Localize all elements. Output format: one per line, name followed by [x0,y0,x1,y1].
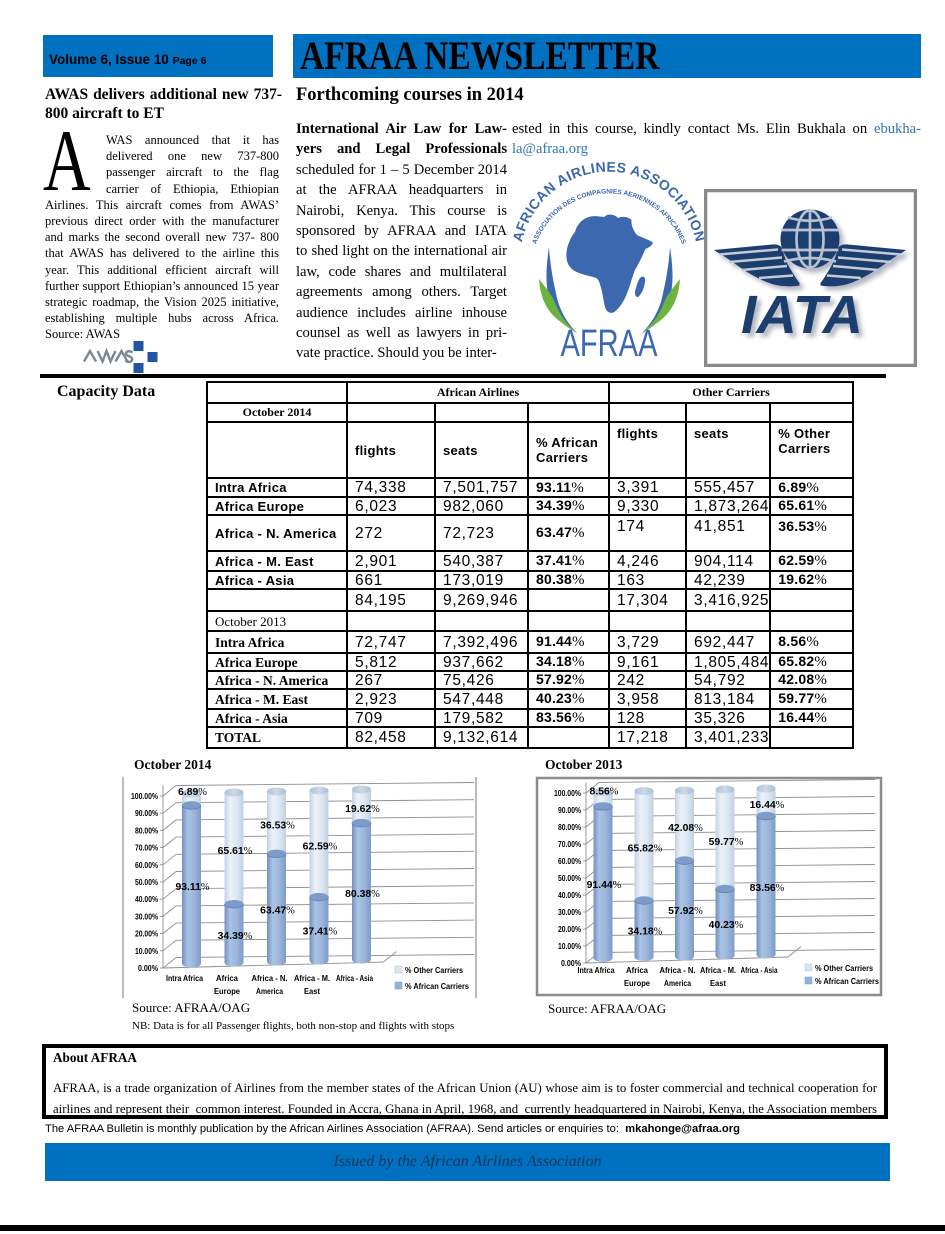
svg-text:Africa - Asia: Africa - Asia [336,973,373,983]
svg-text:50.00%: 50.00% [135,877,158,887]
svg-text:65.82%: 65.82% [628,843,663,854]
svg-text:October 2013: October 2013 [545,757,623,772]
svg-text:30.00%: 30.00% [135,911,158,921]
svg-text:East: East [710,978,726,988]
svg-text:IATA: IATA [741,285,863,345]
svg-text:90.00%: 90.00% [135,808,158,818]
svg-text:Europe: Europe [624,978,650,988]
svg-text:19.62%: 19.62% [345,804,380,815]
svg-text:October 2014: October 2014 [134,757,212,772]
svg-text:20.00%: 20.00% [135,929,158,939]
svg-text:59.77%: 59.77% [709,837,744,848]
svg-text:50.00%: 50.00% [558,873,581,883]
svg-text:% African Carriers: % African Carriers [405,981,469,991]
svg-text:% African Carriers: % African Carriers [815,976,879,986]
svg-text:93.11%: 93.11% [175,882,209,893]
svg-text:40.00%: 40.00% [558,890,581,900]
svg-text:57.92%: 57.92% [668,906,703,917]
svg-text:40.23%: 40.23% [709,920,744,931]
svg-text:90.00%: 90.00% [558,805,581,815]
svg-text:34.39%: 34.39% [218,931,253,942]
svg-text:Intra Africa: Intra Africa [578,965,615,975]
svg-text:Africa - M.: Africa - M. [700,965,736,975]
svg-text:34.18%: 34.18% [628,926,663,937]
svg-text:Africa: Africa [216,973,238,983]
svg-text:Africa - Asia: Africa - Asia [741,965,778,975]
svg-text:0.00%: 0.00% [138,963,158,973]
svg-text:80.38%: 80.38% [345,889,380,900]
svg-text:91.44%: 91.44% [587,880,622,891]
svg-text:East: East [304,986,320,996]
svg-text:37.41%: 37.41% [303,926,338,937]
svg-text:10.00%: 10.00% [135,946,158,956]
svg-text:6.89%: 6.89% [178,787,207,798]
svg-text:62.59%: 62.59% [303,841,338,852]
svg-text:16.44%: 16.44% [750,800,785,811]
svg-text:100.00%: 100.00% [131,791,158,801]
svg-text:60.00%: 60.00% [558,856,581,866]
svg-text:Africa - N.: Africa - N. [660,965,696,975]
svg-text:70.00%: 70.00% [558,839,581,849]
svg-text:America: America [256,986,283,996]
svg-text:Africa: Africa [626,965,648,975]
svg-text:10.00%: 10.00% [558,941,581,951]
svg-text:83.56%: 83.56% [750,883,785,894]
svg-text:80.00%: 80.00% [135,825,158,835]
svg-text:42.08%: 42.08% [668,823,703,834]
svg-text:Africa - N.: Africa - N. [252,973,288,983]
svg-text:40.00%: 40.00% [135,894,158,904]
svg-text:63.47%: 63.47% [260,905,295,916]
svg-text:30.00%: 30.00% [558,907,581,917]
svg-text:65.61%: 65.61% [218,846,253,857]
svg-text:70.00%: 70.00% [135,843,158,853]
svg-text:20.00%: 20.00% [558,924,581,934]
svg-text:60.00%: 60.00% [135,860,158,870]
svg-text:% Other Carriers: % Other Carriers [815,963,873,973]
svg-text:8.56%: 8.56% [590,787,619,798]
svg-text:80.00%: 80.00% [558,822,581,832]
svg-text:Intra Africa: Intra Africa [166,973,203,983]
svg-text:% Other Carriers: % Other Carriers [405,965,463,975]
svg-text:America: America [664,978,691,988]
svg-text:0.00%: 0.00% [561,958,581,968]
svg-text:AFRAA: AFRAA [561,323,658,365]
svg-text:36.53%: 36.53% [260,820,295,831]
svg-text:100.00%: 100.00% [554,788,581,798]
svg-text:Europe: Europe [214,986,240,996]
svg-text:Africa - M.: Africa - M. [294,973,330,983]
